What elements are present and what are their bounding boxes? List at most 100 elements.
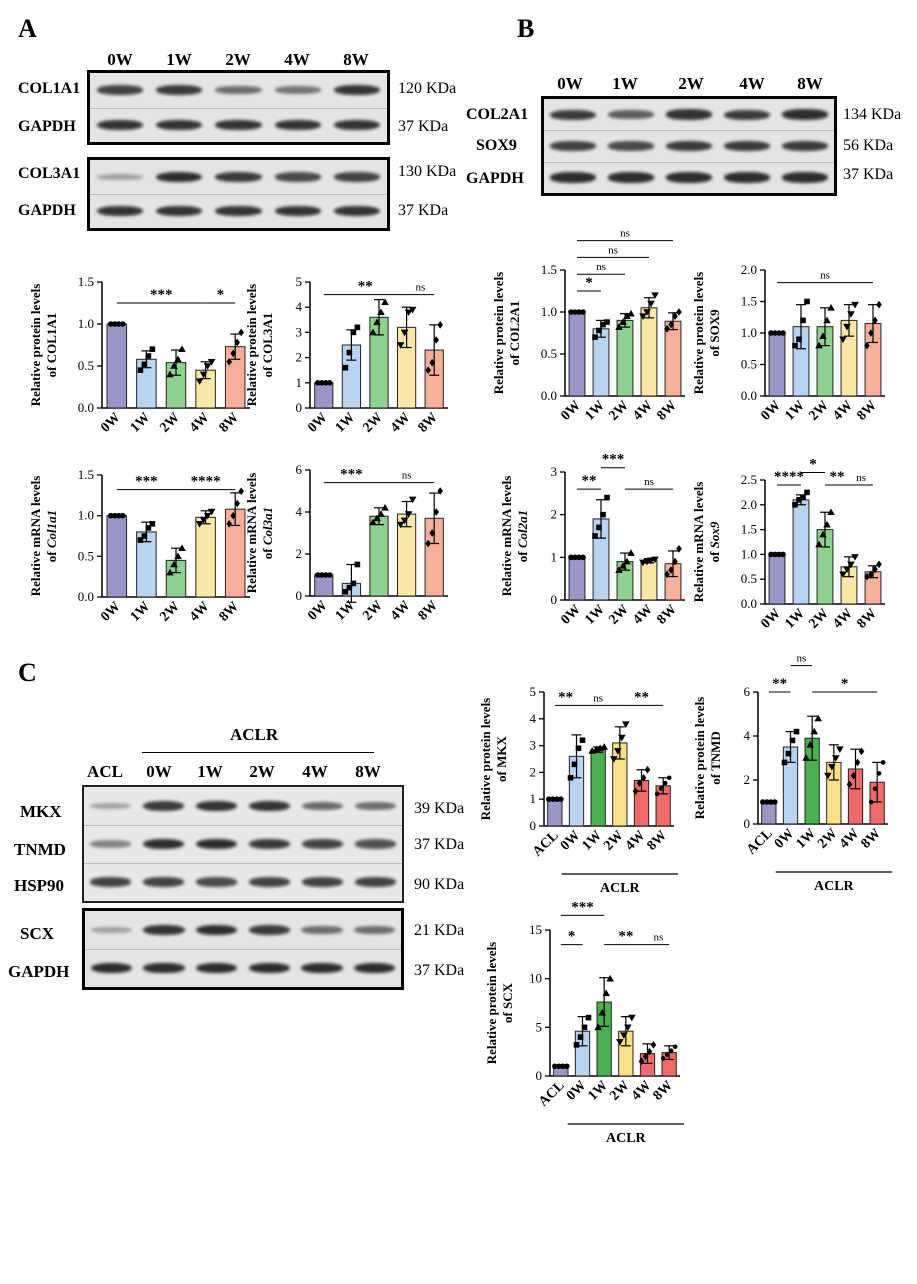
data-point (664, 325, 670, 333)
y-tick-label: 0 (296, 588, 303, 603)
data-point (137, 367, 144, 373)
protein-label: SOX9 (476, 137, 517, 154)
data-point (572, 554, 578, 561)
y-tick-label: 1.5 (541, 262, 557, 277)
bar (590, 749, 606, 827)
blot-band (301, 962, 343, 974)
lane-label: 8W (797, 74, 823, 93)
y-axis-label: of Col1a1 (44, 510, 59, 562)
data-point (768, 799, 774, 805)
x-tick-label: 4W (187, 410, 212, 435)
protein-label: HSP90 (14, 876, 65, 895)
data-point (377, 308, 385, 316)
y-tick-label: 2.0 (741, 262, 757, 277)
data-point (199, 371, 208, 379)
lane-label: ACL (87, 762, 123, 781)
data-point (850, 771, 857, 780)
data-point (404, 309, 413, 317)
data-point (178, 345, 186, 352)
x-tick-label: 4W (837, 826, 862, 851)
bar (314, 574, 334, 597)
x-tick-label: 4W (187, 599, 212, 624)
data-point (792, 342, 798, 349)
panel-label-b: B (517, 14, 535, 43)
data-point (668, 320, 674, 329)
blot-c2 (82, 908, 404, 990)
lane-label: 0W (146, 762, 172, 781)
data-point (141, 361, 148, 368)
data-point (619, 562, 627, 569)
data-point (207, 508, 216, 516)
data-point (650, 1041, 657, 1049)
data-point (558, 796, 564, 802)
data-point (623, 557, 631, 565)
data-point (400, 329, 409, 337)
data-point (639, 313, 647, 320)
significance-label: ns (653, 932, 663, 944)
blot-band (274, 119, 322, 130)
x-tick-label: 8W (654, 398, 679, 423)
data-point (610, 756, 618, 763)
data-point (627, 549, 635, 556)
chart-b3: 0 1 2 3 Relative mRNA levels of Col2a1 0W1W2W4… (499, 452, 685, 628)
blot-band (274, 172, 322, 182)
data-point (592, 334, 598, 340)
data-point (772, 330, 778, 336)
data-point (174, 355, 182, 363)
protein-label: SCX (20, 924, 55, 943)
bar (664, 320, 682, 397)
chart-a3: 0.0 0.5 1.0 1.5 Relative mRNA levels of Col1a… (28, 467, 250, 625)
blot-band (196, 924, 238, 936)
blot-band (155, 205, 203, 217)
data-point (872, 565, 878, 574)
y-tick-label: 15 (529, 922, 542, 937)
data-point (178, 544, 186, 551)
data-point (780, 330, 786, 336)
blot-band (90, 927, 132, 933)
blot-row-separator (85, 949, 401, 950)
data-point (581, 1024, 588, 1031)
blot-band (143, 924, 185, 936)
protein-label: TNMD (14, 840, 66, 859)
data-point (780, 551, 786, 558)
x-tick-label: 0W (558, 828, 583, 853)
data-point (846, 780, 853, 789)
x-tick-label: 8W (416, 410, 441, 435)
x-tick-label: 2W (606, 602, 631, 627)
y-tick-label: 0 (744, 816, 751, 831)
y-tick-label: 1 (530, 791, 537, 806)
data-point (623, 312, 631, 319)
data-point (804, 489, 810, 496)
y-axis-label: of COL1A1 (44, 313, 59, 378)
significance-label: * (809, 457, 817, 473)
y-axis-label: of Col3a1 (260, 507, 275, 559)
blot-band (334, 205, 381, 217)
data-point (823, 520, 831, 528)
blot-band (608, 110, 654, 119)
data-point (116, 321, 122, 327)
data-point (819, 530, 827, 538)
y-axis-label: Relative protein levels (484, 942, 499, 1065)
x-tick-label: 0W (564, 1078, 589, 1103)
kda-label: 37 KDa (843, 166, 894, 183)
data-point (632, 787, 639, 795)
lane-label: 4W (284, 50, 310, 69)
y-axis-label-part: of (515, 548, 530, 562)
data-point (437, 487, 443, 495)
bar (547, 798, 563, 827)
data-point (429, 358, 435, 367)
y-tick-label: 0.0 (541, 388, 557, 403)
bar (640, 307, 658, 397)
significance-label: *** (602, 452, 625, 468)
group-label: ACLR (600, 881, 641, 896)
data-point (760, 799, 766, 805)
x-tick-label: 1W (128, 599, 153, 624)
data-point (552, 1063, 558, 1070)
data-point (772, 799, 778, 805)
x-tick-label: 8W (859, 826, 884, 851)
blot-band (143, 962, 185, 974)
data-point (166, 568, 174, 576)
x-tick-label: 1W (782, 606, 807, 631)
